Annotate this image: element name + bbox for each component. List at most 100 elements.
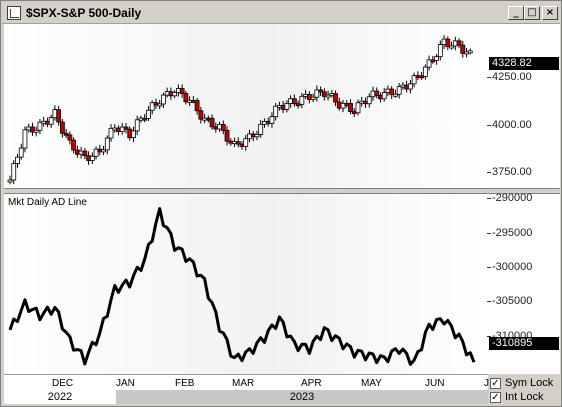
price-candle bbox=[310, 96, 316, 100]
ad-line-chart bbox=[4, 194, 488, 374]
price-candle bbox=[183, 93, 189, 103]
price-candle bbox=[396, 86, 402, 95]
month-label-may: MAY bbox=[361, 378, 382, 389]
price-candle bbox=[235, 141, 241, 145]
price-tick-4250: 4250.00 bbox=[487, 71, 532, 83]
price-candle bbox=[437, 44, 443, 58]
price-candle bbox=[407, 83, 413, 90]
price-candle bbox=[269, 116, 275, 124]
price-candlestick-chart bbox=[4, 24, 488, 188]
price-candle bbox=[314, 89, 320, 98]
month-label-mar: MAR bbox=[232, 378, 255, 389]
price-candle bbox=[348, 103, 353, 112]
price-candle bbox=[134, 119, 140, 132]
window-title: $SPX-S&P 500-Daily bbox=[26, 6, 142, 20]
price-candle bbox=[7, 179, 13, 183]
close-button[interactable]: × bbox=[542, 6, 558, 20]
month-label-jun: JUN bbox=[425, 378, 445, 389]
price-candle bbox=[104, 137, 110, 151]
price-candle bbox=[93, 148, 99, 157]
time-axis[interactable]: DEC JAN FEB MAR APR MAY JUN J bbox=[4, 374, 489, 390]
year-label-2022: 2022 bbox=[4, 390, 116, 404]
price-candle bbox=[67, 134, 73, 141]
price-candle bbox=[456, 40, 462, 46]
price-axis: 4250.00 4000.00 3750.00 bbox=[487, 24, 560, 188]
price-candle bbox=[71, 139, 77, 151]
price-candle bbox=[157, 103, 163, 107]
price-candle bbox=[37, 121, 43, 131]
price-candle bbox=[411, 75, 417, 85]
price-candle bbox=[142, 117, 148, 121]
ad-tick-290000: -290000 bbox=[486, 192, 533, 204]
price-candle bbox=[366, 96, 372, 105]
price-candle bbox=[33, 129, 39, 133]
price-candle bbox=[209, 117, 215, 128]
price-candle bbox=[63, 132, 69, 136]
ad-tick-295000: -295000 bbox=[486, 227, 533, 239]
price-candle bbox=[149, 102, 155, 111]
price-candle bbox=[445, 38, 451, 48]
price-candle bbox=[59, 121, 65, 134]
chart-app-icon bbox=[7, 6, 21, 20]
price-candle bbox=[15, 156, 20, 165]
price-candle bbox=[422, 66, 428, 77]
price-candle bbox=[393, 93, 398, 97]
price-tick-3750: 3750.00 bbox=[487, 166, 532, 178]
price-candle bbox=[123, 126, 129, 130]
price-candle bbox=[108, 127, 114, 139]
price-candle bbox=[291, 98, 297, 105]
price-candle bbox=[243, 138, 249, 147]
month-label-jan: JAN bbox=[116, 378, 135, 389]
price-candle bbox=[11, 163, 17, 181]
year-label-2023: 2023 bbox=[116, 390, 488, 404]
price-candle bbox=[254, 134, 260, 138]
price-candle bbox=[161, 94, 166, 105]
price-candle bbox=[355, 102, 361, 114]
price-candle bbox=[381, 92, 387, 100]
price-candle bbox=[82, 150, 88, 157]
price-candle bbox=[179, 88, 185, 94]
price-candle bbox=[22, 129, 28, 149]
ad-tick-305000: -305000 bbox=[486, 295, 533, 307]
price-candle bbox=[449, 45, 454, 49]
ad-last-value-badge: -310895 bbox=[489, 337, 559, 350]
minimize-button[interactable]: _ bbox=[508, 6, 524, 20]
pane-splitter[interactable] bbox=[4, 188, 560, 194]
ad-pane-label: Mkt Daily AD Line bbox=[8, 197, 87, 208]
ad-line-pane[interactable] bbox=[4, 194, 488, 374]
price-candle bbox=[220, 124, 226, 131]
price-candle bbox=[284, 103, 290, 110]
price-candle bbox=[321, 91, 327, 97]
price-candle bbox=[460, 44, 466, 54]
price-candle bbox=[30, 126, 35, 133]
price-candle bbox=[146, 109, 151, 119]
month-label-dec: DEC bbox=[52, 378, 74, 389]
price-tick-4000: 4000.00 bbox=[487, 119, 532, 131]
ad-line-series bbox=[8, 207, 476, 366]
price-candle bbox=[389, 88, 395, 95]
price-candle bbox=[333, 93, 338, 103]
title-bar[interactable]: $SPX-S&P 500-Daily _ □ × bbox=[2, 2, 560, 24]
int-lock-checkbox[interactable]: ✓ bbox=[490, 392, 501, 403]
sym-lock-label: Sym Lock bbox=[505, 377, 554, 389]
price-candle bbox=[299, 95, 305, 105]
price-candle bbox=[18, 147, 24, 158]
price-candle bbox=[467, 50, 473, 54]
month-label-apr: APR bbox=[301, 378, 322, 389]
price-candle bbox=[258, 123, 264, 135]
month-label-feb: FEB bbox=[175, 378, 195, 389]
price-candle bbox=[426, 59, 432, 68]
maximize-button[interactable]: □ bbox=[524, 6, 540, 20]
price-chart-pane[interactable] bbox=[4, 24, 488, 188]
price-candle bbox=[89, 155, 95, 161]
price-candle bbox=[434, 56, 439, 61]
price-candle bbox=[131, 130, 136, 139]
price-candle bbox=[48, 117, 54, 125]
price-candle bbox=[172, 92, 178, 97]
sym-lock-checkbox[interactable]: ✓ bbox=[490, 378, 501, 389]
price-candle bbox=[56, 109, 62, 123]
price-candle bbox=[198, 110, 204, 120]
price-candle bbox=[325, 94, 331, 98]
price-last-value-badge: 4328.82 bbox=[489, 57, 559, 70]
